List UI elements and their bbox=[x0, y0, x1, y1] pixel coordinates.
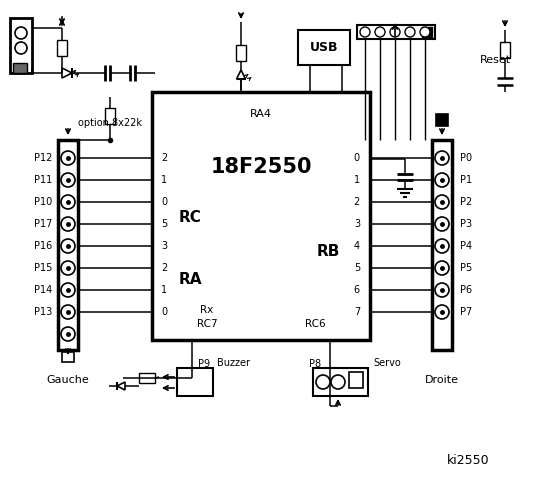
Circle shape bbox=[61, 173, 75, 187]
Circle shape bbox=[435, 261, 449, 275]
Text: 4: 4 bbox=[354, 241, 360, 251]
Text: 3: 3 bbox=[161, 241, 167, 251]
Text: P3: P3 bbox=[460, 219, 472, 229]
Circle shape bbox=[61, 327, 75, 341]
Text: 2: 2 bbox=[354, 197, 360, 207]
Circle shape bbox=[61, 151, 75, 165]
Bar bbox=[313, 368, 368, 396]
Text: P1: P1 bbox=[460, 175, 472, 185]
Bar bbox=[152, 92, 370, 340]
Text: Reset: Reset bbox=[480, 55, 511, 65]
Circle shape bbox=[61, 283, 75, 297]
Text: 0: 0 bbox=[161, 307, 167, 317]
Text: 5: 5 bbox=[354, 263, 360, 273]
Text: Rx: Rx bbox=[200, 305, 213, 315]
Bar bbox=[500, 42, 510, 58]
Text: Buzzer: Buzzer bbox=[217, 358, 250, 368]
Circle shape bbox=[435, 217, 449, 231]
Text: 7: 7 bbox=[354, 307, 360, 317]
Text: Gauche: Gauche bbox=[46, 375, 90, 385]
Text: option 8x22k: option 8x22k bbox=[78, 118, 142, 128]
Bar bbox=[10, 18, 32, 73]
Circle shape bbox=[435, 151, 449, 165]
Text: P11: P11 bbox=[34, 175, 52, 185]
Text: P10: P10 bbox=[34, 197, 52, 207]
Bar bbox=[349, 372, 363, 388]
Circle shape bbox=[435, 305, 449, 319]
Text: P14: P14 bbox=[34, 285, 52, 295]
Text: P13: P13 bbox=[34, 307, 52, 317]
Circle shape bbox=[61, 261, 75, 275]
Text: 2: 2 bbox=[161, 153, 167, 163]
Bar bbox=[57, 40, 67, 56]
Text: RC6: RC6 bbox=[305, 319, 325, 329]
Text: 5: 5 bbox=[161, 219, 167, 229]
Text: P0: P0 bbox=[460, 153, 472, 163]
Text: 1: 1 bbox=[161, 175, 167, 185]
Bar bbox=[139, 373, 155, 383]
Text: RC7: RC7 bbox=[197, 319, 217, 329]
Text: P5: P5 bbox=[460, 263, 472, 273]
Text: RA: RA bbox=[178, 273, 202, 288]
Text: 1: 1 bbox=[354, 175, 360, 185]
Circle shape bbox=[360, 27, 370, 37]
Circle shape bbox=[61, 195, 75, 209]
Circle shape bbox=[15, 27, 27, 39]
Text: P16: P16 bbox=[34, 241, 52, 251]
Text: P6: P6 bbox=[460, 285, 472, 295]
Circle shape bbox=[405, 27, 415, 37]
Text: Droite: Droite bbox=[425, 375, 459, 385]
Bar bbox=[177, 368, 213, 396]
Bar bbox=[422, 27, 432, 37]
Circle shape bbox=[390, 27, 400, 37]
Bar bbox=[105, 108, 115, 124]
Bar bbox=[13, 63, 27, 73]
Bar bbox=[357, 25, 435, 39]
Text: P4: P4 bbox=[460, 241, 472, 251]
Text: P15: P15 bbox=[34, 263, 52, 273]
Text: RB: RB bbox=[316, 244, 340, 260]
Bar bbox=[236, 45, 246, 61]
Text: P12: P12 bbox=[34, 153, 52, 163]
Text: P7: P7 bbox=[460, 307, 472, 317]
Text: P2: P2 bbox=[460, 197, 472, 207]
Circle shape bbox=[375, 27, 385, 37]
Circle shape bbox=[61, 217, 75, 231]
Text: 6: 6 bbox=[354, 285, 360, 295]
Circle shape bbox=[61, 239, 75, 253]
Circle shape bbox=[420, 27, 430, 37]
Text: 0: 0 bbox=[354, 153, 360, 163]
Text: P9: P9 bbox=[198, 359, 210, 369]
Bar bbox=[436, 114, 448, 126]
Circle shape bbox=[435, 283, 449, 297]
Text: RA4: RA4 bbox=[250, 109, 272, 119]
Text: RC: RC bbox=[179, 209, 201, 225]
Circle shape bbox=[316, 375, 330, 389]
Bar bbox=[432, 140, 452, 350]
Circle shape bbox=[435, 239, 449, 253]
Circle shape bbox=[331, 375, 345, 389]
Bar bbox=[58, 140, 78, 350]
Circle shape bbox=[435, 195, 449, 209]
Text: 0: 0 bbox=[161, 197, 167, 207]
Text: 18F2550: 18F2550 bbox=[210, 157, 312, 177]
Text: 1: 1 bbox=[161, 285, 167, 295]
Text: ki2550: ki2550 bbox=[447, 454, 490, 467]
Text: P17: P17 bbox=[34, 219, 52, 229]
Text: 2: 2 bbox=[161, 263, 167, 273]
Bar bbox=[62, 352, 74, 362]
Circle shape bbox=[435, 173, 449, 187]
Text: Servo: Servo bbox=[373, 358, 401, 368]
Bar bbox=[298, 30, 350, 65]
Circle shape bbox=[15, 42, 27, 54]
Text: P8: P8 bbox=[309, 359, 321, 369]
Circle shape bbox=[61, 305, 75, 319]
Text: USB: USB bbox=[310, 41, 338, 54]
Text: 3: 3 bbox=[354, 219, 360, 229]
